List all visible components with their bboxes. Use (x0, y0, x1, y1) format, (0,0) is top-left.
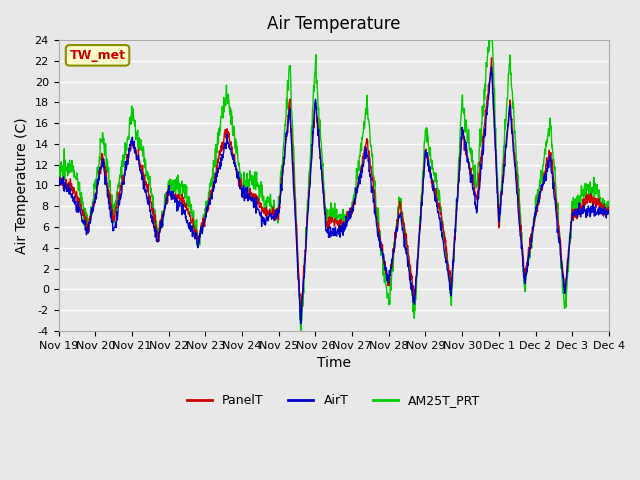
Text: TW_met: TW_met (70, 49, 125, 62)
Legend: PanelT, AirT, AM25T_PRT: PanelT, AirT, AM25T_PRT (182, 389, 486, 412)
Y-axis label: Air Temperature (C): Air Temperature (C) (15, 117, 29, 254)
Title: Air Temperature: Air Temperature (267, 15, 401, 33)
X-axis label: Time: Time (317, 356, 351, 370)
